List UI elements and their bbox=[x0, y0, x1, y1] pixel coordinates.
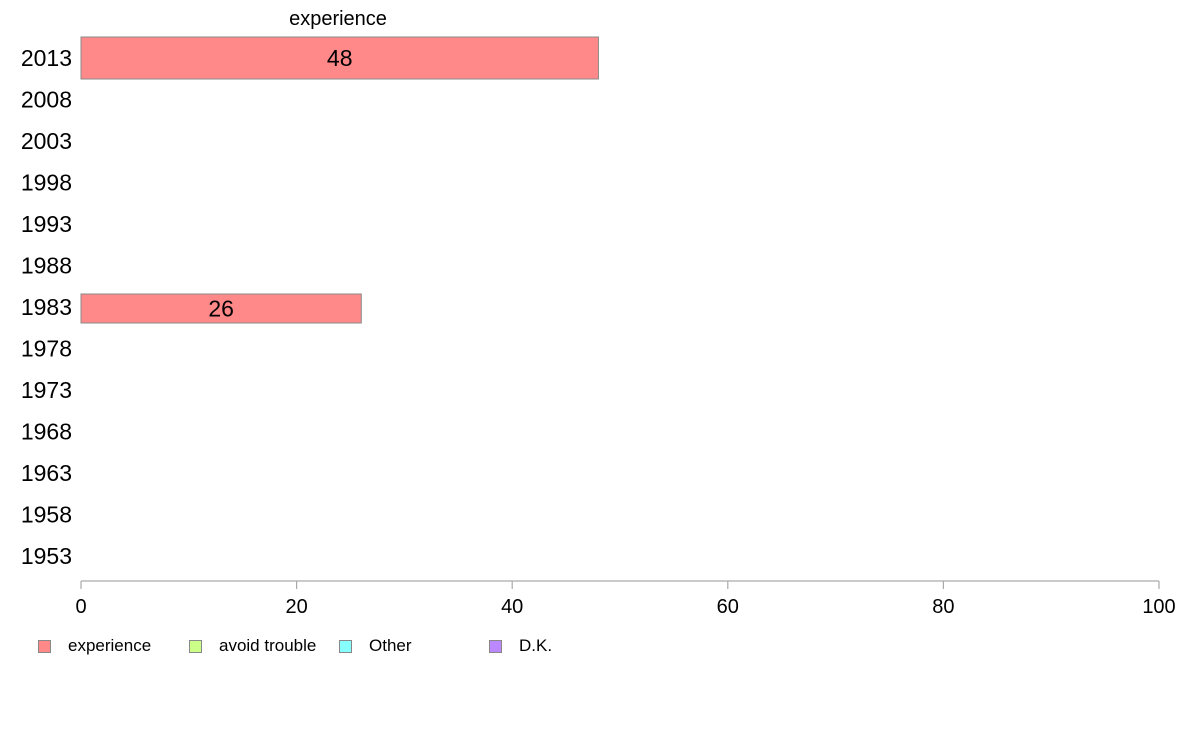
y-tick-label: 1978 bbox=[21, 336, 72, 362]
x-tick-label: 100 bbox=[1142, 596, 1175, 618]
legend-label: D.K. bbox=[519, 636, 553, 655]
legend-item: D.K. bbox=[489, 636, 552, 656]
bar bbox=[80, 293, 362, 324]
legend-swatch bbox=[38, 639, 51, 653]
y-tick-label: 1973 bbox=[21, 377, 72, 403]
y-tick-label: 2003 bbox=[21, 128, 72, 154]
y-tick-label: 1958 bbox=[21, 502, 72, 528]
y-tick-label: 1968 bbox=[21, 419, 72, 445]
y-tick-label: 2008 bbox=[21, 87, 72, 113]
legend-item: Other bbox=[339, 636, 412, 656]
legend-item: avoid trouble bbox=[189, 636, 316, 656]
legend-swatch bbox=[489, 639, 502, 653]
legend: experience avoid trouble Other D.K. bbox=[38, 636, 638, 658]
x-tick-label: 80 bbox=[932, 596, 954, 618]
legend-label: avoid trouble bbox=[219, 636, 317, 655]
data-label: 26 bbox=[208, 296, 234, 322]
x-tick-label: 0 bbox=[75, 596, 86, 618]
x-tick-label: 60 bbox=[717, 596, 739, 618]
legend-label: experience bbox=[68, 636, 152, 655]
y-tick-label: 1998 bbox=[21, 170, 72, 196]
legend-swatch bbox=[189, 639, 202, 653]
data-label: 48 bbox=[327, 45, 353, 71]
y-tick-label: 1993 bbox=[21, 211, 72, 237]
legend-swatch bbox=[339, 639, 352, 653]
x-tick-label: 20 bbox=[285, 596, 307, 618]
y-tick-label: 2013 bbox=[21, 45, 72, 71]
y-tick-label: 1983 bbox=[21, 294, 72, 320]
x-tick-label: 40 bbox=[501, 596, 523, 618]
y-tick-label: 1988 bbox=[21, 253, 72, 279]
y-tick-label: 1963 bbox=[21, 460, 72, 486]
y-tick-label: 1953 bbox=[21, 543, 72, 569]
bar bbox=[80, 36, 599, 80]
chart-title: experience bbox=[289, 8, 387, 30]
legend-item: experience bbox=[38, 636, 151, 656]
legend-label: Other bbox=[369, 636, 412, 655]
